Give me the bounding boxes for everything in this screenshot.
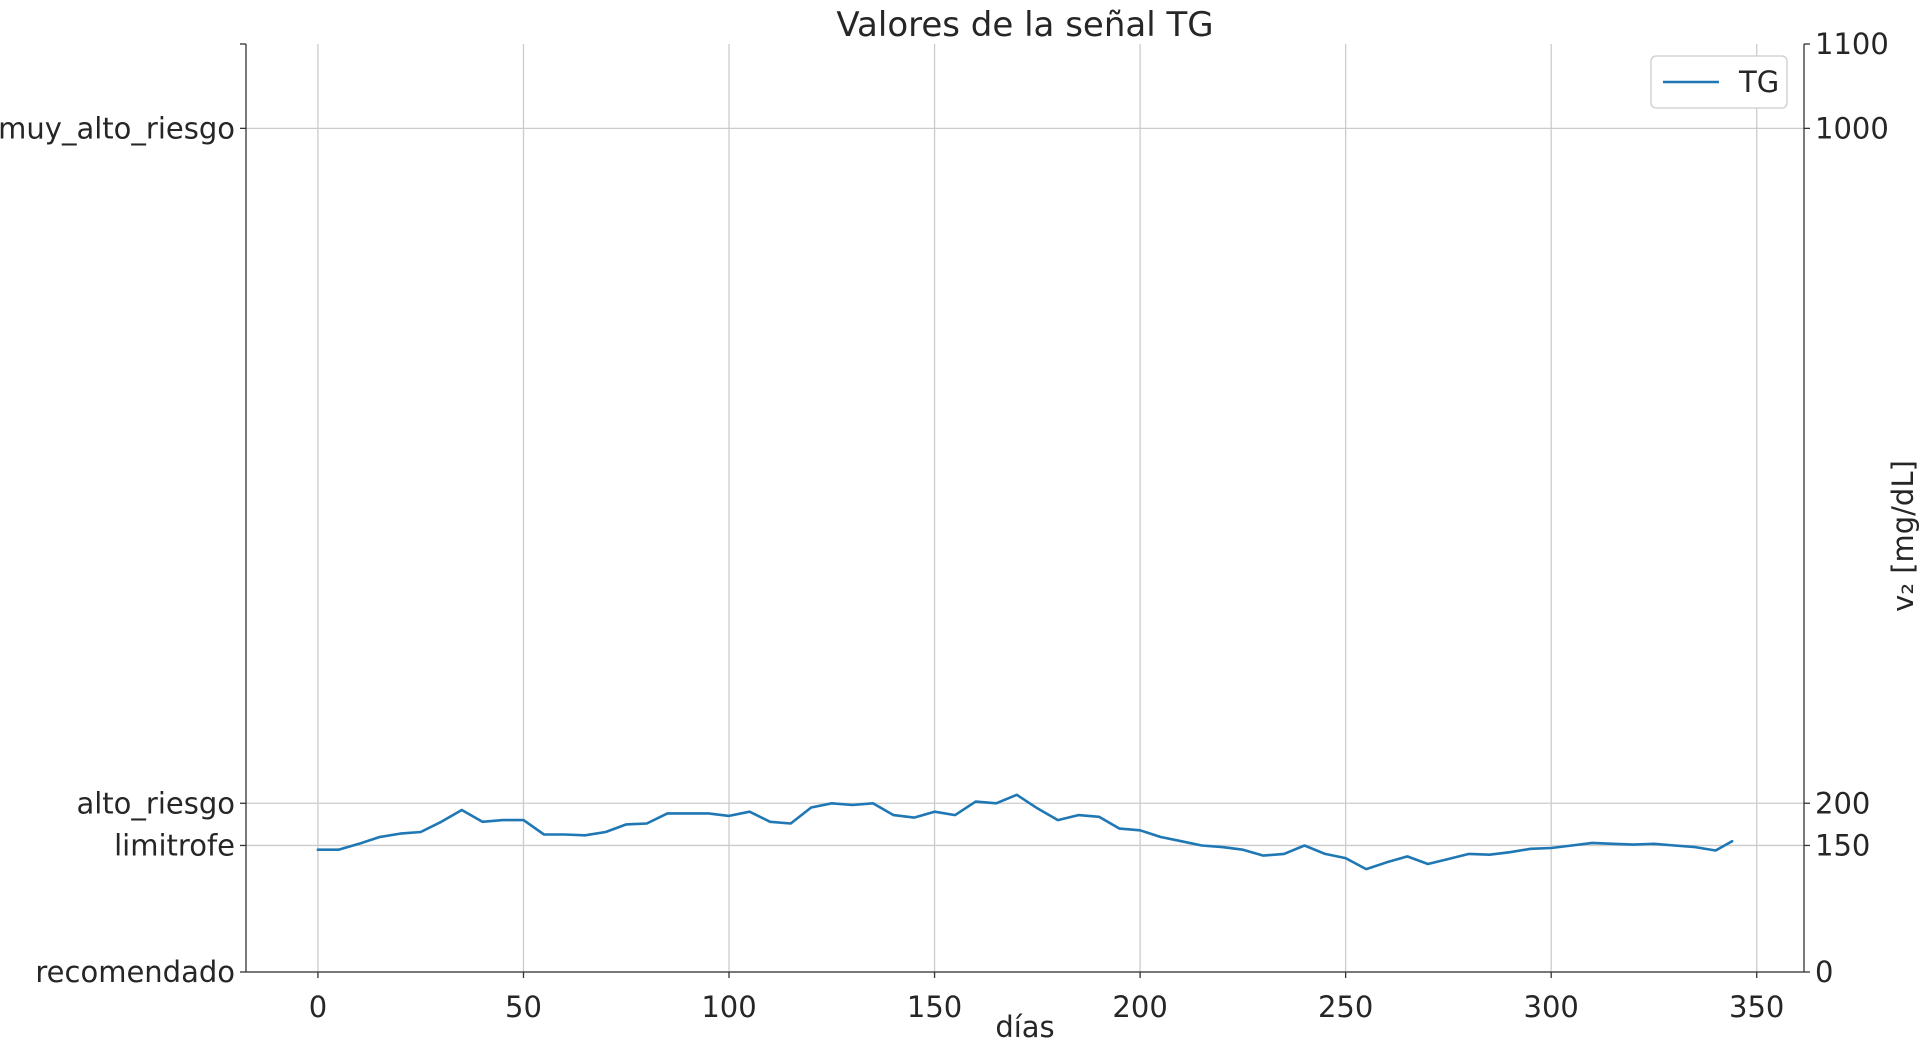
x-tick-label: 350 <box>1729 990 1784 1024</box>
x-tick-label: 0 <box>309 990 327 1024</box>
legend: TG <box>1650 55 1788 109</box>
x-tick-label: 100 <box>701 990 756 1024</box>
y-left-tick-label: recomendado <box>35 955 235 989</box>
x-tick-label: 50 <box>505 990 542 1024</box>
axes: 0 50 100 150 200 250 300 350 recomendado limitrof… <box>0 27 1889 1024</box>
y-right-tick-label: 200 <box>1815 786 1870 820</box>
y-right-tick-label: 150 <box>1815 828 1870 862</box>
series-lines <box>316 793 1734 871</box>
x-tick-label: 200 <box>1112 990 1167 1024</box>
y-right-tick-label: 0 <box>1815 955 1833 989</box>
y-left-tick-label: alto_riesgo <box>76 786 235 820</box>
labels: Valores de la señal TG días v₂ [mg/dL] <box>836 5 1920 1044</box>
x-tick-label: 300 <box>1524 990 1579 1024</box>
y-right-tick-label: 1100 <box>1815 27 1889 61</box>
y-axis-label-right: v₂ [mg/dL] <box>1886 460 1920 612</box>
y-right-tick-label: 1000 <box>1815 111 1889 145</box>
grid-lines <box>246 44 1804 973</box>
x-tick-label: 250 <box>1318 990 1373 1024</box>
y-left-tick-label: limitrofe <box>114 828 235 862</box>
x-axis-label: días <box>995 1010 1054 1044</box>
y-left-tick-label: muy_alto_riesgo <box>0 111 235 145</box>
chart-title: Valores de la señal TG <box>836 5 1213 45</box>
series-line-tg <box>316 793 1734 871</box>
legend-label-tg: TG <box>1738 65 1779 99</box>
x-tick-label: 150 <box>907 990 962 1024</box>
